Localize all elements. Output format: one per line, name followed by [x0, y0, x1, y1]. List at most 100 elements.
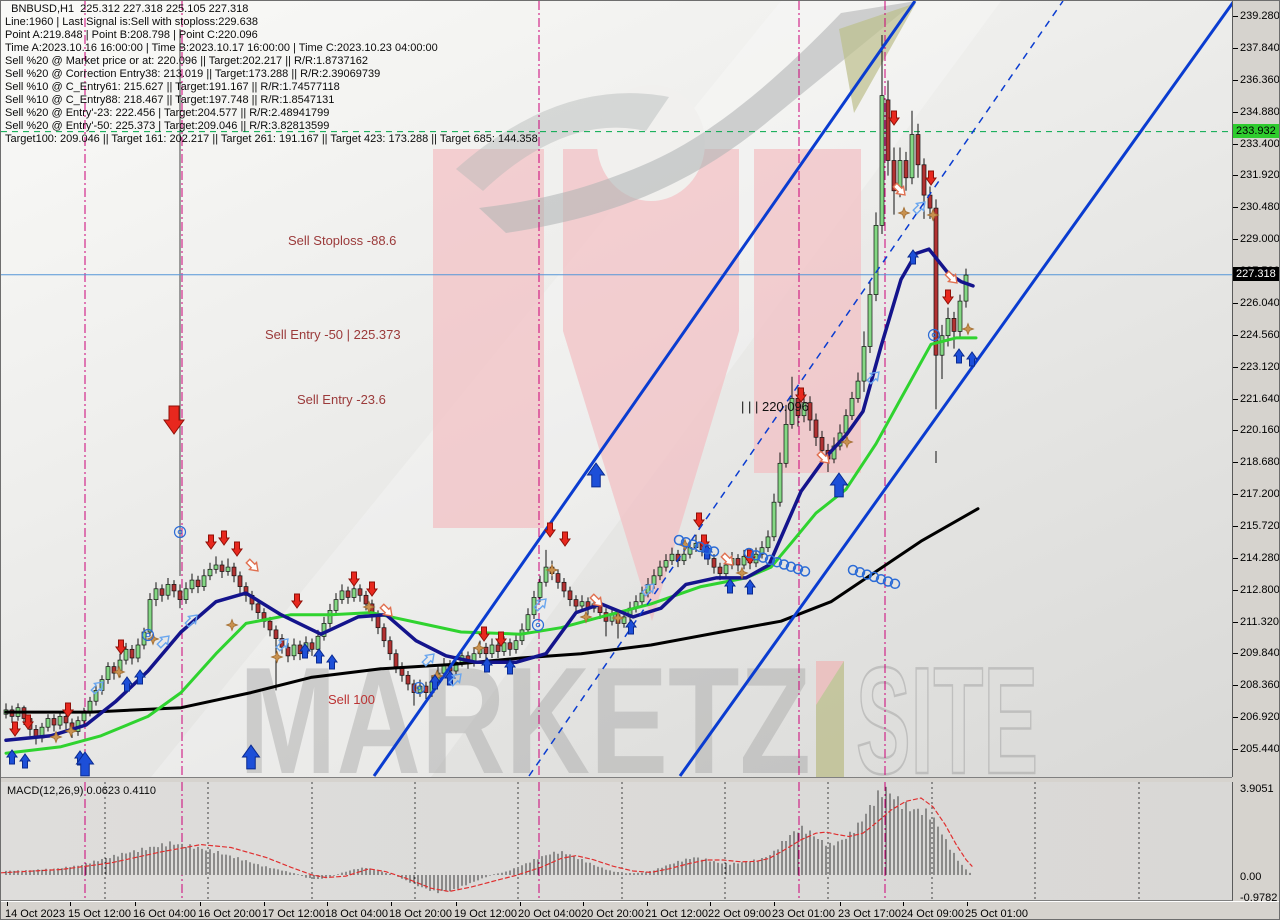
price-axis-label: 211.320: [1240, 616, 1279, 628]
time-tick: [200, 902, 201, 906]
price-axis-label: 236.360: [1240, 74, 1280, 86]
price-axis-label: 208.360: [1240, 679, 1280, 691]
price-axis-label: 224.560: [1240, 329, 1280, 341]
time-tick: [647, 902, 648, 906]
price-axis[interactable]: 239.280 237.840 236.360 234.880 233.400 231.9…: [1233, 1, 1280, 904]
time-tick: [70, 902, 71, 906]
chart-annotation: Sell Entry -50 | 225.373: [265, 327, 401, 342]
time-axis-label: 18 Oct 20:00: [389, 908, 452, 920]
time-axis-label: 25 Oct 01:00: [965, 908, 1028, 920]
price-tick: [1233, 622, 1238, 623]
price-axis-label: 226.040: [1240, 297, 1280, 309]
price-tick: [1233, 112, 1238, 113]
price-tick: [1233, 144, 1238, 145]
info-line: Line:1960 | Last Signal is:Sell with sto…: [5, 16, 258, 28]
price-axis-label: 205.440: [1240, 743, 1280, 755]
time-tick: [135, 902, 136, 906]
price-axis-label: 231.920: [1240, 169, 1280, 181]
price-axis-label: 234.880: [1240, 106, 1280, 118]
price-alert-badge: 233.932: [1233, 124, 1279, 138]
price-axis-label: 215.720: [1240, 520, 1280, 532]
chart-annotation: Sell 100: [328, 692, 375, 707]
price-axis-label: 239.280: [1240, 10, 1280, 22]
time-tick: [264, 902, 265, 906]
price-tick: [1233, 717, 1238, 718]
price-tick: [1233, 80, 1238, 81]
time-tick: [583, 902, 584, 906]
time-axis-label: 20 Oct 04:00: [518, 908, 581, 920]
time-axis-label: 23 Oct 01:00: [772, 908, 835, 920]
time-tick: [391, 902, 392, 906]
macd-axis-label: 0.00: [1240, 871, 1262, 883]
time-axis-label: 17 Oct 12:00: [262, 908, 325, 920]
time-axis-label: 18 Oct 04:00: [325, 908, 388, 920]
time-axis-label: 24 Oct 09:00: [901, 908, 964, 920]
price-tick: [1233, 430, 1238, 431]
price-tick: [1233, 207, 1238, 208]
time-axis-label: 22 Oct 09:00: [708, 908, 771, 920]
time-axis[interactable]: 14 Oct 2023 15 Oct 12:00 16 Oct 04:00 16 Oc…: [1, 901, 1279, 920]
time-axis-label: 20 Oct 20:00: [581, 908, 644, 920]
macd-indicator-label: MACD(12,26,9) 0.0623 0.4110: [7, 785, 156, 797]
macd-axis-label: -0.9782: [1240, 892, 1278, 904]
price-tick: [1233, 16, 1238, 17]
price-axis-label: 220.160: [1240, 424, 1280, 436]
price-tick: [1233, 526, 1238, 527]
info-line: Sell %20 @ Entry'-50: 225.373 | Target:2…: [5, 120, 330, 132]
chart-annotation: Sell Entry -23.6: [297, 392, 386, 407]
candlesticks[interactable]: [3, 35, 969, 745]
info-line: Point A:219.848 | Point B:208.798 | Poin…: [5, 29, 258, 41]
price-axis-label: 233.400: [1240, 138, 1280, 150]
price-tick: [1233, 239, 1238, 240]
info-line: Sell %20 @ Correction Entry38: 213.019 |…: [5, 68, 381, 80]
price-tick: [1233, 399, 1238, 400]
macd-histogram: [5, 786, 971, 894]
time-axis-label: 23 Oct 17:00: [838, 908, 901, 920]
price-axis-label: 223.120: [1240, 361, 1280, 373]
time-axis-label: 21 Oct 12:00: [645, 908, 708, 920]
price-tick: [1233, 367, 1238, 368]
macd-indicator-pane[interactable]: MACD(12,26,9) 0.0623 0.4110: [1, 782, 1233, 901]
info-line: Target100: 209.046 || Target 161: 202.21…: [5, 133, 538, 145]
price-tick: [1233, 685, 1238, 686]
price-tick: [1233, 462, 1238, 463]
price-chart-canvas[interactable]: MARKETZ SITE: [1, 1, 1232, 777]
price-axis-label: 229.000: [1240, 233, 1280, 245]
price-axis-label: 212.800: [1240, 584, 1280, 596]
signal-markers: [6, 110, 978, 777]
time-axis-label: 15 Oct 12:00: [68, 908, 131, 920]
price-axis-label: 206.920: [1240, 711, 1280, 723]
main-chart-pane[interactable]: MARKETZ SITE BNBUSD,H1 225.312 227.318 22…: [1, 1, 1233, 777]
price-tick: [1233, 653, 1238, 654]
watermark-site-text: SITE: [856, 636, 1038, 777]
price-tick: [1233, 175, 1238, 176]
time-tick: [967, 902, 968, 906]
time-tick: [520, 902, 521, 906]
price-axis-label: 230.480: [1240, 201, 1280, 213]
time-axis-label: 19 Oct 12:00: [454, 908, 517, 920]
price-tick: [1233, 494, 1238, 495]
info-line: Sell %20 @ Entry'-23: 222.456 | Target:2…: [5, 107, 330, 119]
time-event-lines[interactable]: [84, 1, 886, 777]
time-tick: [7, 902, 8, 906]
info-line: Sell %10 @ C_Entry61: 215.627 || Target:…: [5, 81, 340, 93]
price-tick: [1233, 303, 1238, 304]
chart-info-overlay: BNBUSD,H1 225.312 227.318 225.105 227.31…: [5, 3, 538, 146]
trend-channel-lines[interactable]: [372, 1, 1232, 777]
price-axis-label: 221.640: [1240, 393, 1280, 405]
chart-annotation: | | | 220.096: [741, 399, 809, 414]
price-tick: [1233, 590, 1238, 591]
time-tick: [456, 902, 457, 906]
info-line: Sell %10 @ C_Entry88: 218.467 || Target:…: [5, 94, 335, 106]
price-level-lines[interactable]: [1, 131, 1232, 276]
macd-canvas[interactable]: [1, 782, 1232, 900]
current-price-badge: 227.318: [1233, 267, 1279, 281]
info-line: BNBUSD,H1 225.312 227.318 225.105 227.31…: [5, 3, 249, 15]
info-line: Sell %20 @ Market price or at: 220.096 |…: [5, 55, 368, 67]
info-line: Time A:2023.10.16 16:00:00 | Time B:2023…: [5, 42, 438, 54]
macd-event-lines: [84, 782, 886, 900]
time-axis-label: 14 Oct 2023: [5, 908, 65, 920]
macd-axis-label: 3.9051: [1240, 783, 1274, 795]
time-tick: [840, 902, 841, 906]
